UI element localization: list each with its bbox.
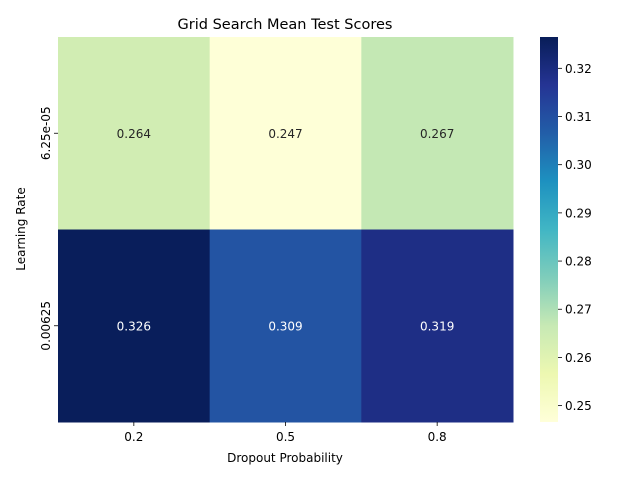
cell-value-label: 0.319 xyxy=(420,319,454,333)
x-tick-label: 0.2 xyxy=(124,430,143,444)
y-tick-label: 0.00625 xyxy=(39,301,53,351)
colorbar-tick-label: 0.28 xyxy=(565,255,592,269)
colorbar-tick-label: 0.30 xyxy=(565,158,592,172)
x-tick-label: 0.8 xyxy=(428,430,447,444)
colorbar-axis: 0.25 0.26 0.27 0.28 0.29 0.30 0.31 0.32 xyxy=(558,62,592,413)
chart-title: Grid Search Mean Test Scores xyxy=(178,17,393,33)
x-axis: 0.2 0.5 0.8 xyxy=(124,422,447,444)
cell-value-label: 0.326 xyxy=(117,319,151,333)
colorbar-tick-label: 0.25 xyxy=(565,399,592,413)
heatmap-cell xyxy=(209,37,362,230)
colorbar-tick-label: 0.32 xyxy=(565,62,592,76)
heatmap-cell xyxy=(361,37,514,230)
heatmap-cell xyxy=(58,229,211,423)
cell-value-label: 0.247 xyxy=(268,127,302,141)
cell-value-label: 0.309 xyxy=(268,319,302,333)
x-axis-label: Dropout Probability xyxy=(227,451,343,465)
heatmap-cells xyxy=(58,37,514,423)
heatmap-cell xyxy=(58,37,211,230)
y-axis-label: Learning Rate xyxy=(14,187,28,270)
y-axis: 6.25e-05 0.00625 xyxy=(39,106,58,351)
cell-value-label: 0.267 xyxy=(420,127,454,141)
y-tick-label: 6.25e-05 xyxy=(39,106,53,160)
cell-value-label: 0.264 xyxy=(117,127,151,141)
colorbar-tick-label: 0.31 xyxy=(565,110,592,124)
x-tick-label: 0.5 xyxy=(276,430,295,444)
colorbar-tick-label: 0.27 xyxy=(565,303,592,317)
heatmap-cell xyxy=(361,229,514,423)
colorbar-tick-label: 0.29 xyxy=(565,206,592,220)
heatmap-cell xyxy=(209,229,362,423)
colorbar xyxy=(540,37,558,422)
heatmap-cell-labels: 0.264 0.247 0.267 0.326 0.309 0.319 xyxy=(117,127,455,334)
colorbar-tick-label: 0.26 xyxy=(565,351,592,365)
